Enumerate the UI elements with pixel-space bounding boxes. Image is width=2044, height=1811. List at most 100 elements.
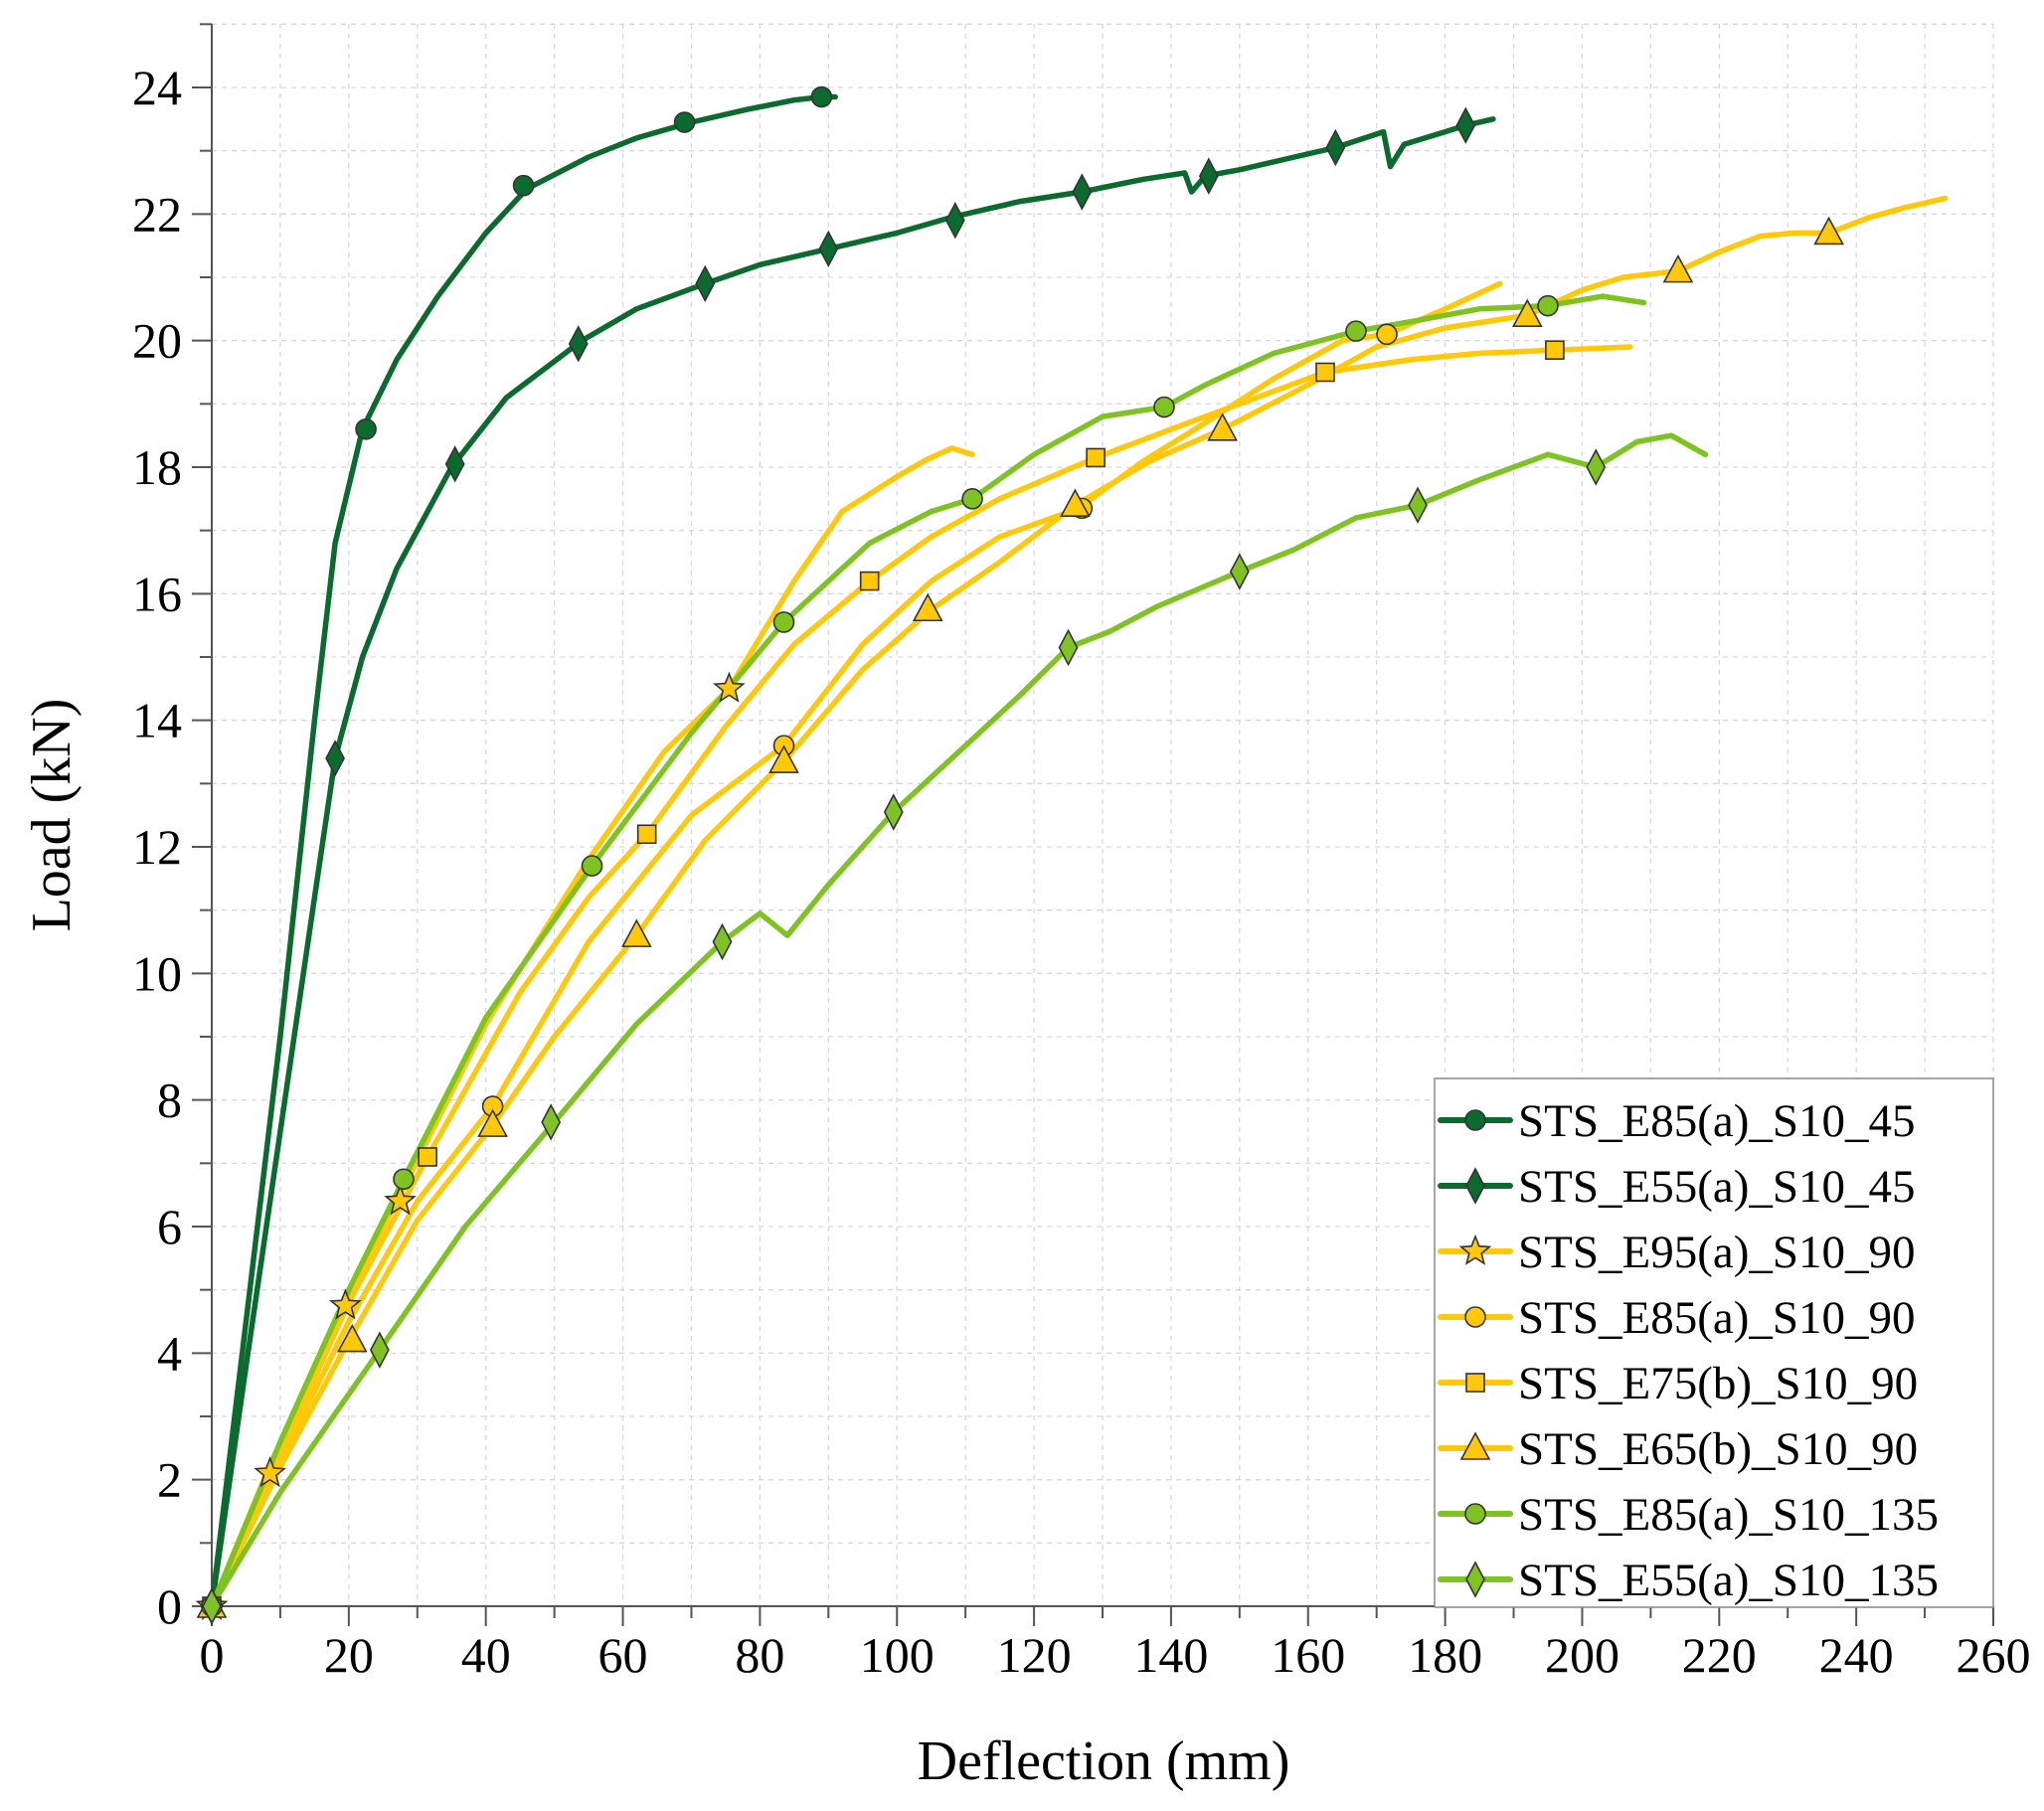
legend-label-7: STS_E55(a)_S10_135 [1518, 1555, 1939, 1606]
y-tick-label: 8 [157, 1072, 182, 1128]
series-marker-4 [636, 824, 657, 845]
legend-marker-3 [1464, 1306, 1486, 1328]
series-line-3 [209, 280, 1503, 1609]
series-marker-0 [512, 174, 535, 197]
series-marker-0 [355, 417, 377, 440]
y-tick-label: 20 [132, 313, 182, 369]
series-marker-1 [444, 445, 465, 483]
series-marker-4 [1086, 447, 1106, 468]
series-marker-1 [944, 201, 965, 240]
legend-marker-4 [1465, 1373, 1485, 1393]
series-marker-1 [1455, 106, 1476, 144]
x-tick-label: 200 [1545, 1627, 1619, 1683]
series-marker-7 [541, 1103, 562, 1141]
legend-marker-7 [1465, 1561, 1485, 1598]
series-marker-5 [336, 1323, 368, 1353]
y-axis-title: Load (kN) [21, 699, 83, 932]
x-axis-title: Deflection (mm) [918, 1730, 1290, 1792]
legend-box [1434, 1077, 1994, 1608]
series-marker-1 [695, 264, 716, 303]
legend-marker-1 [1465, 1167, 1485, 1205]
series-marker-3 [1376, 323, 1398, 346]
series-marker-6 [961, 488, 983, 510]
x-tick-label: 160 [1271, 1627, 1345, 1683]
series-marker-7 [883, 793, 904, 831]
series-line-0 [209, 93, 838, 1609]
series-marker-5 [768, 744, 799, 773]
series-line-6 [209, 293, 1647, 1609]
series-marker-6 [1345, 320, 1367, 342]
legend-marker-6 [1464, 1503, 1486, 1525]
x-tick-label: 40 [461, 1627, 511, 1683]
legend-label-4: STS_E75(b)_S10_90 [1518, 1358, 1918, 1409]
series-marker-1 [1325, 128, 1346, 167]
legend-marker-0 [1464, 1109, 1486, 1131]
series-marker-6 [393, 1168, 415, 1191]
series-marker-5 [477, 1108, 508, 1137]
series-line-4 [209, 344, 1633, 1609]
series-marker-6 [772, 611, 795, 633]
series-marker-7 [1586, 448, 1607, 486]
series-marker-4 [1545, 340, 1565, 361]
series-marker-4 [1315, 362, 1335, 383]
y-tick-label: 22 [132, 186, 182, 242]
legend-label-6: STS_E85(a)_S10_135 [1518, 1489, 1939, 1541]
y-tick-label: 2 [157, 1452, 182, 1508]
y-tick-label: 0 [157, 1578, 182, 1634]
series-marker-2 [329, 1288, 362, 1320]
series-marker-5 [1511, 298, 1543, 328]
series-marker-2 [384, 1184, 417, 1216]
y-tick-label: 18 [132, 439, 182, 495]
series-marker-5 [1060, 488, 1091, 518]
y-tick-label: 10 [132, 945, 182, 1001]
series-marker-7 [202, 1587, 222, 1625]
x-tick-label: 140 [1133, 1627, 1208, 1683]
series-marker-4 [418, 1147, 437, 1167]
series-marker-1 [325, 740, 345, 777]
y-tick-label: 14 [132, 693, 182, 748]
legend-label-5: STS_E65(b)_S10_90 [1518, 1423, 1918, 1475]
series-marker-7 [1408, 486, 1428, 524]
legend-label-3: STS_E85(a)_S10_90 [1518, 1292, 1916, 1344]
series-marker-1 [1072, 173, 1093, 211]
x-tick-label: 240 [1819, 1627, 1894, 1683]
x-tick-label: 100 [860, 1627, 935, 1683]
y-tick-label: 16 [132, 566, 182, 621]
series-marker-6 [1537, 294, 1559, 317]
series-marker-5 [1813, 216, 1844, 246]
x-tick-label: 260 [1957, 1627, 2031, 1683]
y-tick-label: 4 [157, 1325, 182, 1381]
series-marker-5 [1207, 412, 1238, 441]
x-tick-label: 180 [1408, 1627, 1482, 1683]
x-tick-label: 120 [997, 1627, 1072, 1683]
series-marker-0 [673, 111, 696, 133]
y-tick-label: 24 [132, 60, 182, 115]
series-line-1 [209, 116, 1496, 1609]
series-line-7 [209, 432, 1709, 1609]
series-marker-1 [568, 325, 589, 363]
legend-marker-2 [1458, 1234, 1492, 1265]
x-tick-label: 220 [1682, 1627, 1757, 1683]
series-marker-7 [369, 1331, 390, 1369]
series-marker-5 [1662, 253, 1694, 283]
y-tick-label: 6 [157, 1199, 182, 1254]
series-marker-5 [620, 918, 652, 947]
series-marker-2 [254, 1456, 286, 1488]
legend: STS_E85(a)_S10_45 STS_E55(a)_S10_45 STS_E9… [1434, 1077, 1994, 1608]
x-tick-label: 80 [735, 1627, 784, 1683]
legend-label-0: STS_E85(a)_S10_45 [1518, 1095, 1916, 1147]
x-tick-label: 60 [598, 1627, 648, 1683]
y-tick-label: 12 [132, 819, 182, 875]
legend-marker-5 [1459, 1431, 1491, 1460]
series-marker-2 [712, 671, 746, 703]
series-marker-7 [1229, 553, 1250, 590]
series-marker-7 [712, 922, 733, 961]
series-markers [195, 85, 1844, 1625]
legend-label-1: STS_E55(a)_S10_45 [1518, 1161, 1916, 1213]
series-marker-0 [810, 85, 833, 108]
x-tick-label: 0 [200, 1627, 225, 1683]
legend-label-2: STS_E95(a)_S10_90 [1518, 1227, 1916, 1278]
axes: 0 20 40 60 80 100 120 140 160 180 200 220 240 2600246… [132, 23, 2031, 1683]
series-marker-4 [859, 571, 880, 591]
